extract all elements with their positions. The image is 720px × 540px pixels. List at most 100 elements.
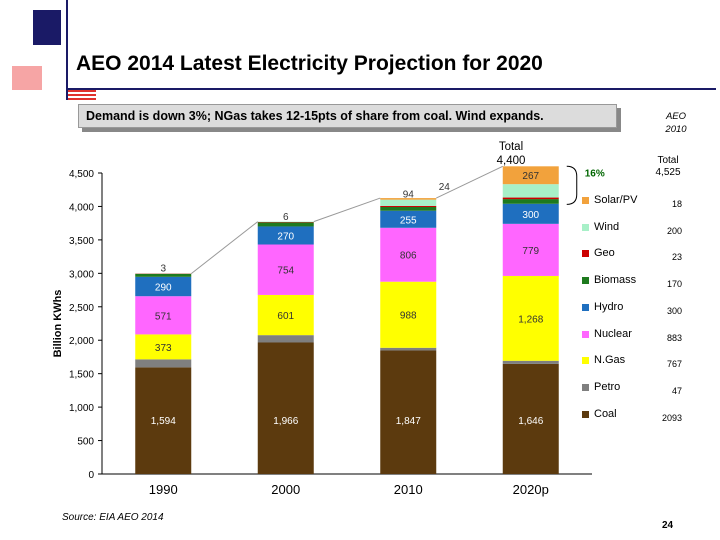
bar-segment [257, 226, 314, 245]
bar-segment [380, 281, 437, 348]
y-tick-label: 2,500 [69, 303, 94, 314]
y-tick-label: 1,000 [69, 403, 94, 414]
legend-value: 47 [671, 385, 682, 396]
legend-value: 2093 [661, 412, 682, 423]
data-label: 1,594 [151, 416, 176, 427]
legend-swatch [582, 383, 589, 391]
bar-segment [502, 197, 559, 200]
legend-swatch [582, 410, 589, 418]
y-tick-label: 4,000 [69, 202, 94, 213]
bar-segment [135, 273, 192, 277]
bar-segment [502, 184, 559, 198]
data-label: 1,966 [273, 416, 298, 427]
bar-segment [135, 276, 192, 297]
total-right-label: Total 4,525 [650, 155, 686, 179]
data-label: 779 [522, 246, 539, 257]
legend-swatch [582, 250, 589, 258]
aeo2010-label-line2: 2010 [665, 124, 687, 135]
y-tick-label: 4,500 [69, 169, 94, 180]
legend-value: 767 [666, 359, 682, 370]
total-2010-label: Total 4,400 [486, 140, 536, 168]
bar-connector-line [190, 221, 259, 274]
legend-value: 200 [666, 225, 682, 236]
data-label: 94 [403, 190, 415, 201]
aeo2010-label-line1: AEO [665, 111, 687, 122]
corner-pink-square [12, 66, 42, 90]
bar-segment [257, 342, 314, 474]
y-axis-label: Billion KWhs [52, 290, 64, 358]
legend-value: 18 [671, 199, 682, 209]
x-tick-label: 2010 [394, 482, 423, 497]
total-2010-label-line1: Total [498, 141, 524, 153]
y-tick-label: 2,000 [69, 336, 94, 347]
bar-segment [380, 347, 437, 351]
data-label: 300 [522, 210, 539, 221]
legend-value: 883 [666, 332, 682, 343]
legend-swatch [582, 357, 589, 365]
bar-segment [135, 334, 192, 360]
x-tick-label: 1990 [149, 482, 178, 497]
legend-swatch [582, 330, 589, 338]
bar-segment [135, 359, 192, 368]
data-label: 3 [160, 264, 166, 275]
bar-connector-line [313, 197, 381, 223]
data-label: 24 [439, 182, 451, 193]
subtitle-box: Demand is down 3%; NGas takes 12-15pts o… [78, 104, 617, 128]
growth-label: 16% [585, 168, 605, 179]
bar-segment [502, 199, 559, 204]
bar-segment [502, 166, 559, 185]
data-label: 806 [400, 251, 417, 262]
legend-label: Geo [594, 247, 615, 260]
y-tick-label: 1,500 [69, 370, 94, 381]
x-tick-label: 2020p [513, 482, 549, 497]
bar-segment [502, 203, 559, 224]
legend-label: Solar/PV [594, 194, 638, 206]
data-label: 6 [283, 212, 289, 223]
corner-red-lines [66, 90, 96, 102]
bar-segment [380, 210, 437, 228]
legend-swatch [582, 303, 589, 311]
bar-segment [502, 275, 559, 361]
legend-value: 170 [666, 279, 682, 290]
corner-vertical-line [66, 0, 68, 100]
data-label: 1,646 [518, 416, 543, 427]
bar-segment [380, 350, 437, 474]
bar-segment [502, 223, 559, 276]
bar-connector-line [436, 165, 503, 199]
page-title: AEO 2014 Latest Electricity Projection f… [76, 52, 543, 75]
bar-segment [380, 206, 437, 211]
bar-segment [380, 198, 437, 200]
bar-segment [502, 363, 559, 474]
y-tick-label: 0 [88, 470, 94, 481]
legend-label: Petro [594, 380, 621, 393]
data-label: 754 [277, 266, 294, 277]
data-label: 373 [155, 343, 172, 354]
data-label: 1,847 [396, 416, 421, 427]
y-tick-label: 3,500 [69, 236, 94, 247]
x-tick-label: 2000 [271, 482, 300, 497]
y-tick-label: 3,000 [69, 269, 94, 280]
bar-segment [135, 296, 192, 335]
legend-value: 23 [671, 252, 682, 263]
legend-label: Nuclear [594, 327, 632, 340]
data-label: 255 [400, 215, 417, 226]
growth-bracket [566, 165, 578, 205]
data-label: 988 [400, 311, 417, 322]
bar-segment [380, 199, 437, 206]
data-label: 270 [277, 231, 294, 242]
bar-segment [257, 294, 314, 336]
legend-label: Coal [594, 407, 617, 420]
title-divider [66, 88, 716, 90]
legend-swatch [582, 223, 589, 231]
bar-segment [502, 360, 559, 364]
bar-segment [257, 222, 314, 227]
source-note: Source: EIA AEO 2014 [62, 512, 164, 523]
corner-navy-square [33, 10, 61, 45]
bar-segment [380, 227, 437, 282]
data-label: 571 [155, 311, 172, 322]
corner-decoration [0, 0, 96, 102]
legend-value: 300 [666, 305, 682, 316]
legend-label: N.Gas [594, 354, 626, 367]
aeo2010-label: AEO 2010 [648, 110, 704, 136]
